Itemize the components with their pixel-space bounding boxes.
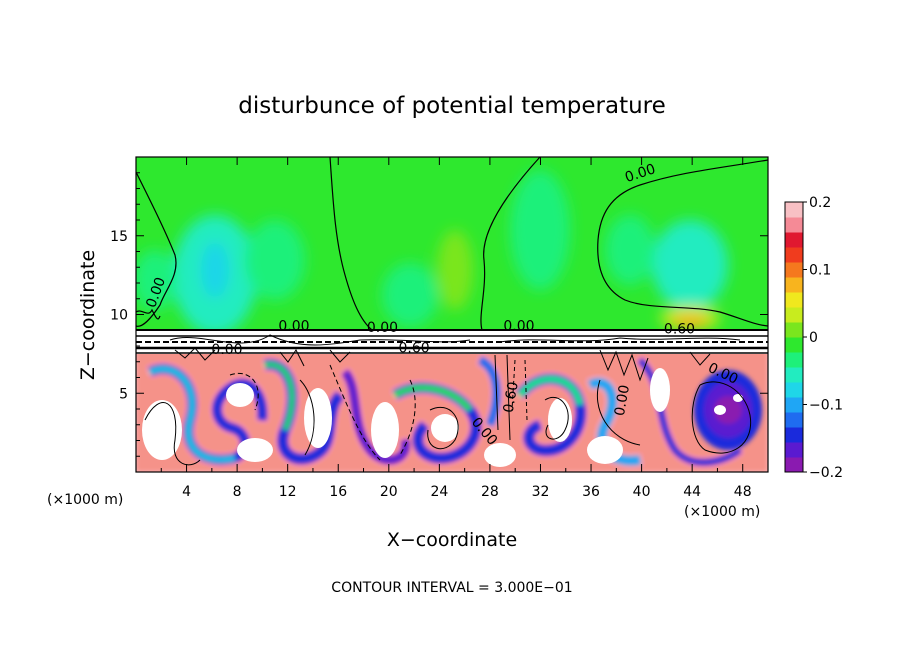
y-tick-label: 5 (119, 386, 128, 402)
x-tick-label: 36 (582, 484, 600, 500)
colorbar-tick-label: −0.2 (809, 465, 843, 481)
colorbar-swatch (785, 247, 803, 263)
colorbar-swatch (785, 352, 803, 368)
x-tick-label: 28 (481, 484, 499, 500)
plot-area (136, 157, 768, 472)
colorbar-swatch (785, 232, 803, 248)
x-tick-label: 24 (430, 484, 448, 500)
lower-layer-white-cores (142, 368, 670, 467)
x-tick-label: 8 (233, 484, 242, 500)
contour-label: 0.00 (612, 384, 633, 417)
colorbar-swatch (785, 277, 803, 293)
contour-label: 0.00 (278, 318, 309, 334)
lower-layer-eddies (136, 350, 768, 472)
x-axis: 4 8 12 16 20 24 28 32 36 40 44 48 (160, 157, 752, 500)
contour-interval-annotation: CONTOUR INTERVAL = 3.000E−01 (331, 580, 572, 596)
colorbar-swatch (785, 292, 803, 308)
colorbar-swatch (785, 457, 803, 473)
colorbar-swatch (785, 337, 803, 353)
colorbar-tick-label: 0.1 (809, 263, 831, 279)
contour-label: 0.00 (503, 318, 534, 334)
contour-label: 0.00 (367, 320, 398, 336)
x-tick-label: 20 (380, 484, 398, 500)
colorbar-swatch (785, 382, 803, 398)
upper-layer-anomalies (136, 170, 728, 335)
lower-contours (144, 354, 752, 466)
colorbar-swatch (785, 217, 803, 233)
y-axis-label: Z−coordinate (77, 250, 99, 380)
contour-label: 0.60 (501, 381, 522, 414)
colorbar-swatch (785, 307, 803, 323)
y-tick-label: 15 (110, 229, 128, 245)
colorbar-swatch (785, 322, 803, 338)
x-tick-label: 12 (279, 484, 297, 500)
x-unit-left: (×1000 m) (47, 492, 123, 508)
contour-label: 0.00 (211, 342, 242, 358)
colorbar-swatch (785, 367, 803, 383)
y-tick-label: 10 (110, 308, 128, 324)
colorbar-tick-label: −0.1 (809, 398, 843, 414)
colorbar-swatch (785, 397, 803, 413)
colorbar: 0.2 0.1 0 −0.1 −0.2 (784, 195, 843, 481)
y-axis: 5 10 15 (110, 172, 768, 457)
chart-title: disturbunce of potential temperature (238, 93, 666, 119)
x-tick-label: 40 (633, 484, 651, 500)
colorbar-swatch (785, 442, 803, 458)
x-axis-label: X−coordinate (387, 529, 517, 551)
contour-label: 0.60 (398, 340, 429, 356)
x-tick-label: 44 (683, 484, 701, 500)
x-tick-label: 16 (329, 484, 347, 500)
x-tick-label: 32 (532, 484, 550, 500)
colorbar-swatch (785, 427, 803, 443)
colorbar-swatch (785, 412, 803, 428)
colorbar-tick-label: 0 (809, 330, 818, 346)
upper-contours (136, 157, 768, 331)
x-tick-label: 48 (734, 484, 752, 500)
x-tick-label: 4 (182, 484, 191, 500)
contour-label: 0.60 (664, 321, 695, 337)
colorbar-swatch (785, 202, 803, 218)
x-unit-right: (×1000 m) (684, 504, 760, 520)
inversion-contours (136, 329, 768, 382)
colorbar-swatch (785, 262, 803, 278)
colorbar-tick-label: 0.2 (809, 195, 831, 211)
